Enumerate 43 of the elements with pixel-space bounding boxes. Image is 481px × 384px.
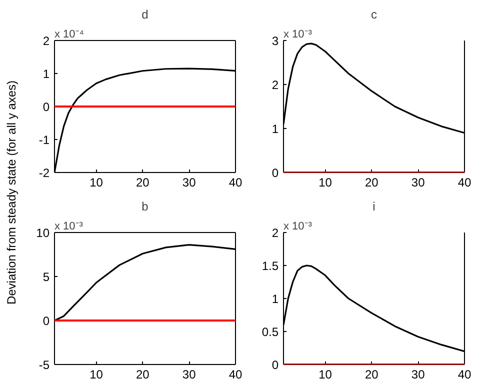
annotation: x 10⁻³ (54, 220, 84, 232)
x-tick-label: 20 (136, 368, 150, 382)
y-tick-label: -2 (38, 166, 50, 180)
y-tick-label: 2 (272, 78, 279, 92)
chart-title: b (142, 200, 149, 214)
x-tick-label: 10 (90, 176, 104, 190)
y-tick-label: -1 (38, 133, 50, 147)
y-tick-label: 0 (272, 166, 279, 180)
y-tick-label: 1 (272, 292, 279, 306)
y-tick-label: 2 (42, 34, 50, 48)
x-tick-label: 40 (228, 176, 242, 190)
x-tick-label: 30 (411, 176, 426, 190)
y-tick-label: 0 (42, 100, 50, 114)
x-tick-label: 10 (318, 176, 332, 190)
annotation: x 10⁻³ (284, 220, 312, 232)
x-tick-label: 20 (136, 176, 150, 190)
y-tick-label: 1 (272, 122, 279, 136)
x-tick-label: 10 (318, 368, 332, 382)
x-tick-label: 20 (365, 368, 379, 382)
x-tick-label: 30 (182, 176, 196, 190)
y-tick-label: 0.5 (262, 325, 279, 339)
y-tick-label: 2 (272, 226, 279, 240)
annotation: x 10⁻³ (284, 28, 312, 40)
chart-title: c (371, 8, 377, 22)
y-tick-label: 3 (272, 34, 279, 48)
y-tick-label: 1.5 (262, 259, 279, 273)
y-tick-label: 5 (42, 270, 50, 284)
x-tick-label: 40 (458, 368, 472, 382)
x-tick-label: 30 (182, 368, 196, 382)
y-tick-label: -5 (38, 358, 50, 372)
x-tick-label: 40 (228, 368, 242, 382)
x-tick-label: 30 (411, 368, 426, 382)
y-axis-title: Deviation from steady state (for all y axes) (4, 80, 18, 305)
y-tick-label: 10 (36, 226, 50, 240)
y-tick-label: 0 (42, 314, 50, 328)
x-tick-label: 10 (90, 368, 104, 382)
chart-title: d (142, 8, 148, 22)
annotation: x 10⁻⁴ (54, 28, 84, 40)
y-tick-label: 0 (272, 358, 279, 372)
chart-title: i (372, 200, 376, 214)
x-tick-label: 40 (458, 176, 472, 190)
y-tick-label: 1 (42, 67, 50, 81)
x-tick-label: 20 (365, 176, 379, 190)
